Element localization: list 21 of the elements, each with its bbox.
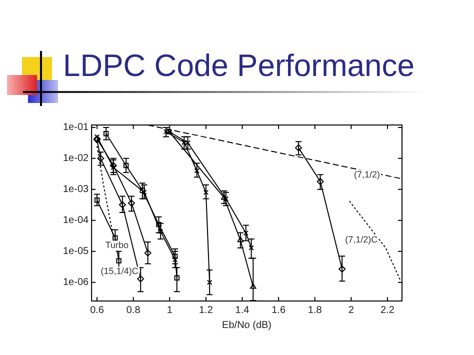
series-label: Turbo — [105, 240, 129, 250]
x-tick-label: 2.2 — [380, 304, 395, 316]
x-tick-label: 1.4 — [235, 304, 250, 316]
y-tick-label: 1e-02 — [63, 153, 90, 164]
chart-title: LDPC Code Performance — [63, 48, 414, 84]
x-tick-label: 2 — [348, 304, 354, 316]
x-tick-label: 1.8 — [308, 304, 322, 316]
series-label: (7,1/2)C — [345, 234, 378, 244]
x-tick-label: 1.2 — [198, 304, 214, 316]
y-tick-label: 1e-06 — [63, 277, 90, 288]
y-tick-label: 1e-01 — [63, 122, 90, 134]
x-tick-label: 1.6 — [272, 304, 286, 316]
y-tick-label: 1e-03 — [63, 184, 90, 196]
series-label: (15,1/4)C — [100, 266, 139, 276]
x-tick-label: 0.8 — [126, 304, 141, 316]
series-label: (7,1/2) — [354, 169, 380, 180]
y-tick-label: 1e-05 — [63, 246, 90, 258]
y-tick-label: 1e-04 — [63, 215, 90, 226]
x-tick-label: 1 — [166, 304, 173, 316]
x-tick-label: 0.6 — [90, 304, 104, 316]
x-axis-title: Eb/No (dB) — [222, 320, 272, 331]
